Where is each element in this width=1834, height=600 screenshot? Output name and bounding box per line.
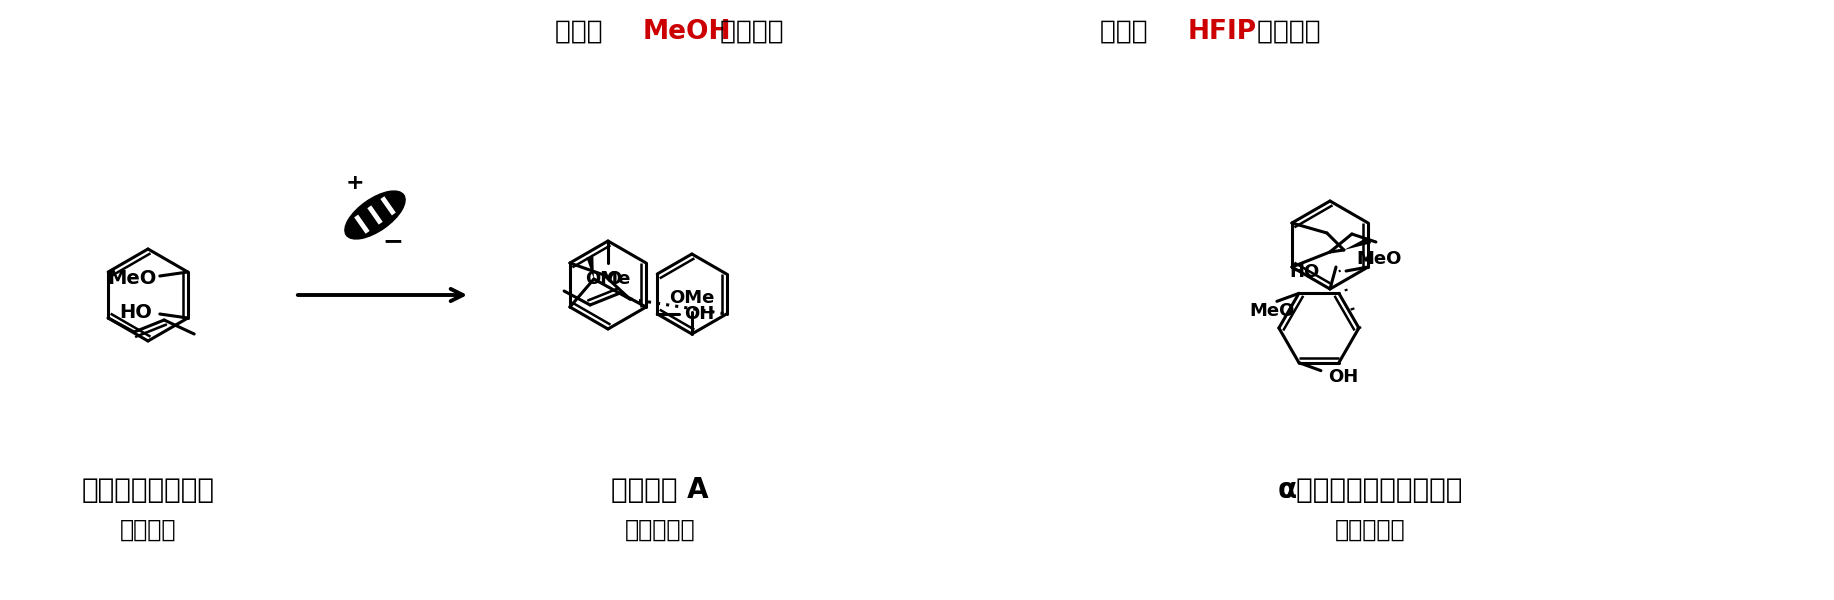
Text: リカリン A: リカリン A [611, 476, 708, 504]
Text: O: O [607, 270, 622, 288]
Text: （生成物）: （生成物） [625, 518, 695, 542]
Text: OH: OH [684, 305, 715, 323]
Text: HFIP: HFIP [1188, 19, 1256, 45]
Text: （基質）: （基質） [119, 518, 176, 542]
Text: MeO: MeO [106, 269, 156, 287]
Ellipse shape [345, 191, 405, 239]
Text: イソオイゲノール: イソオイゲノール [81, 476, 215, 504]
Text: α－ジイソオイゲノール: α－ジイソオイゲノール [1276, 476, 1464, 504]
Text: （生成物）: （生成物） [1335, 518, 1405, 542]
Text: +: + [345, 173, 365, 193]
Text: OMe: OMe [669, 289, 715, 307]
Text: −: − [383, 229, 403, 253]
Polygon shape [1344, 237, 1372, 250]
Text: MeOH: MeOH [644, 19, 732, 45]
Text: MeO: MeO [1355, 250, 1401, 268]
Text: OH: OH [1328, 368, 1357, 386]
Text: MeO: MeO [1249, 302, 1295, 320]
Text: 溶媒が: 溶媒が [1100, 19, 1157, 45]
Polygon shape [587, 256, 594, 279]
Text: OMe: OMe [585, 270, 631, 288]
Text: 溶媒が: 溶媒が [556, 19, 613, 45]
Text: の場合は: の場合は [1247, 19, 1320, 45]
Text: HO: HO [1289, 263, 1320, 281]
Text: の場合は: の場合は [712, 19, 783, 45]
Text: HO: HO [119, 302, 152, 322]
